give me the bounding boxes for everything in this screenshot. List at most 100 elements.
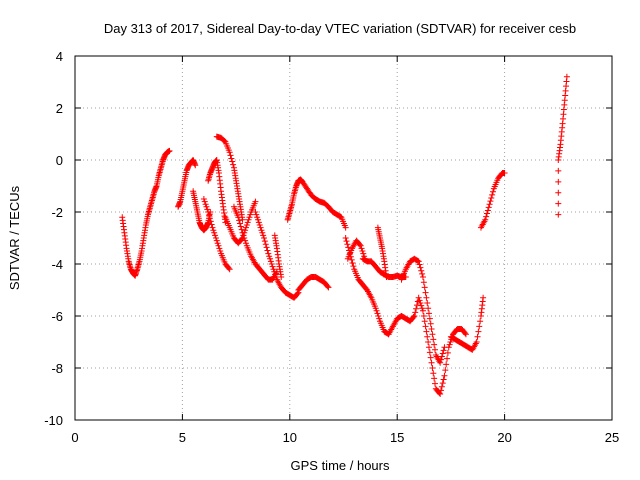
data-point bbox=[555, 178, 562, 185]
data-points bbox=[119, 73, 570, 397]
series-t10 bbox=[271, 232, 285, 280]
data-point bbox=[252, 198, 259, 205]
data-point bbox=[412, 309, 419, 316]
data-point bbox=[216, 245, 223, 252]
data-point bbox=[476, 323, 483, 330]
data-point bbox=[431, 375, 438, 382]
data-point bbox=[236, 217, 243, 224]
data-point bbox=[212, 235, 219, 241]
data-point bbox=[438, 353, 445, 360]
data-point bbox=[462, 331, 469, 338]
data-point bbox=[418, 267, 425, 274]
x-tick-label: 10 bbox=[283, 430, 297, 445]
data-point bbox=[413, 302, 420, 309]
data-point bbox=[356, 241, 363, 248]
data-point bbox=[555, 200, 562, 207]
data-point bbox=[441, 344, 448, 351]
data-point bbox=[265, 250, 272, 257]
series-t12 bbox=[284, 176, 349, 231]
data-point bbox=[430, 370, 437, 377]
data-point bbox=[438, 356, 445, 363]
data-point bbox=[428, 359, 435, 366]
data-point bbox=[444, 349, 451, 356]
data-point bbox=[209, 224, 216, 231]
series-t6 bbox=[200, 196, 233, 273]
data-point bbox=[225, 265, 232, 272]
data-point bbox=[426, 315, 433, 322]
data-point bbox=[417, 264, 424, 271]
data-point bbox=[256, 222, 263, 228]
y-tick-labels: -10 -8 -6 -4 -2 0 2 4 bbox=[44, 49, 63, 428]
data-point bbox=[261, 238, 268, 245]
x-tick-label: 25 bbox=[605, 430, 619, 445]
data-point bbox=[236, 220, 243, 227]
data-point bbox=[373, 307, 380, 314]
data-point bbox=[413, 305, 420, 312]
data-point bbox=[441, 372, 448, 379]
data-point bbox=[376, 315, 383, 322]
data-point bbox=[266, 253, 273, 260]
data-point bbox=[230, 161, 237, 168]
data-point bbox=[477, 318, 484, 325]
data-point bbox=[422, 323, 429, 330]
y-tick-label: 4 bbox=[56, 49, 63, 64]
data-point bbox=[486, 201, 493, 208]
data-point bbox=[358, 245, 365, 252]
data-point bbox=[415, 258, 422, 265]
data-point bbox=[264, 247, 271, 254]
data-point bbox=[212, 232, 219, 239]
data-point bbox=[343, 238, 350, 245]
data-point bbox=[423, 328, 430, 335]
x-axis-label: GPS time / hours bbox=[291, 458, 390, 473]
data-point bbox=[431, 341, 438, 348]
data-point bbox=[416, 261, 423, 268]
data-point bbox=[360, 250, 367, 257]
grid-lines bbox=[75, 56, 612, 420]
data-point bbox=[442, 367, 449, 374]
data-point bbox=[242, 237, 249, 244]
chart-title: Day 313 of 2017, Sidereal Day-to-day VTE… bbox=[104, 21, 576, 36]
data-point bbox=[211, 229, 218, 236]
data-point bbox=[425, 339, 432, 345]
data-point bbox=[563, 73, 570, 80]
series-t7 bbox=[222, 198, 259, 247]
data-point bbox=[410, 314, 417, 321]
data-point bbox=[444, 355, 451, 362]
data-point bbox=[430, 336, 437, 343]
data-point bbox=[240, 232, 247, 239]
y-tick-label: -6 bbox=[51, 309, 63, 324]
data-point bbox=[482, 216, 489, 223]
data-point bbox=[206, 215, 213, 222]
data-point bbox=[421, 318, 428, 325]
data-point bbox=[278, 274, 285, 280]
data-point bbox=[555, 211, 562, 218]
data-point bbox=[206, 212, 213, 219]
data-point bbox=[425, 305, 432, 312]
data-point bbox=[420, 279, 427, 286]
data-point bbox=[440, 347, 447, 354]
data-point bbox=[425, 310, 432, 317]
data-point bbox=[214, 240, 221, 247]
data-point bbox=[374, 310, 381, 317]
x-tick-label: 0 bbox=[71, 430, 78, 445]
data-point bbox=[439, 350, 446, 357]
data-point bbox=[217, 248, 224, 254]
data-point bbox=[238, 236, 245, 243]
data-point bbox=[474, 333, 481, 340]
data-point bbox=[443, 361, 450, 368]
data-point bbox=[294, 290, 301, 297]
data-point bbox=[415, 294, 422, 301]
data-point bbox=[244, 219, 251, 226]
data-point bbox=[270, 266, 277, 273]
data-point bbox=[273, 274, 280, 280]
data-point bbox=[419, 270, 426, 277]
data-point bbox=[166, 147, 173, 154]
data-point bbox=[258, 227, 265, 234]
data-point bbox=[344, 241, 351, 248]
data-point bbox=[242, 240, 249, 247]
data-point bbox=[202, 201, 209, 208]
series-t19 bbox=[447, 294, 487, 353]
data-point bbox=[419, 307, 426, 314]
data-point bbox=[215, 242, 222, 249]
